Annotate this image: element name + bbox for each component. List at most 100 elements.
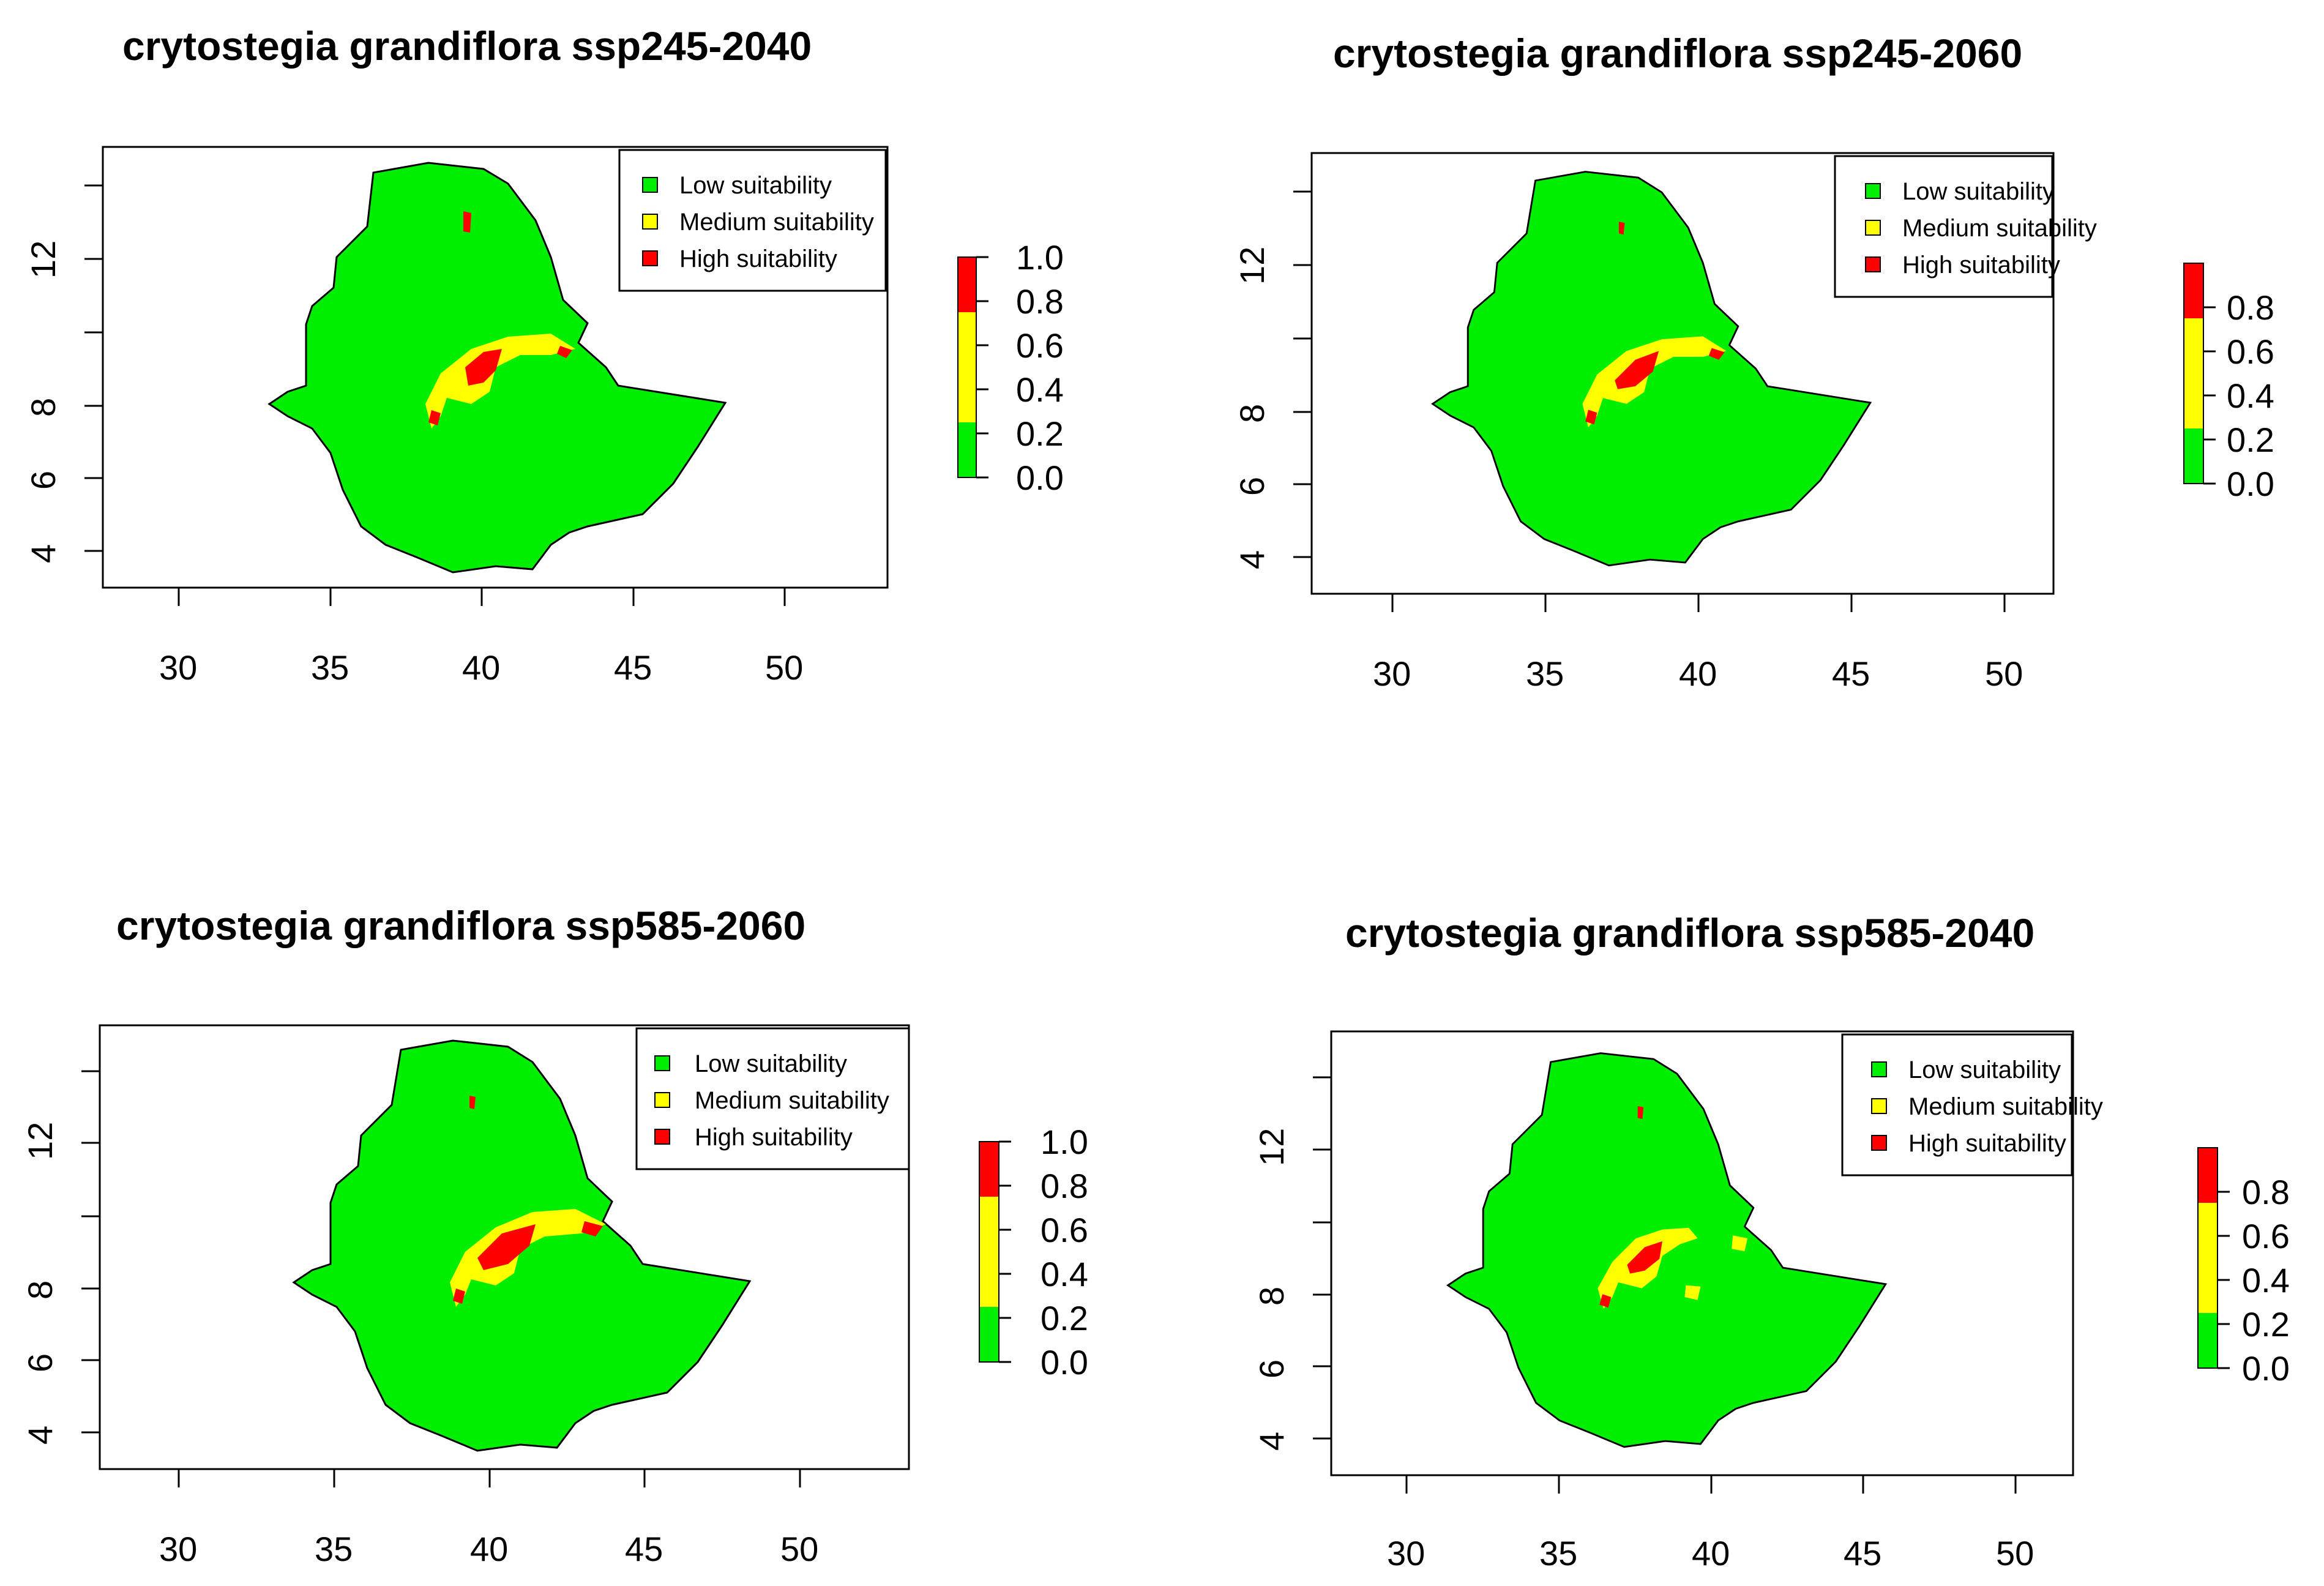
legend-label-low: Low suitability: [1908, 1057, 2061, 1083]
legend-swatch-high: [1865, 256, 1881, 272]
legend-box: [635, 1027, 910, 1170]
x-tick-label: 35: [315, 1530, 353, 1568]
colorbar-tick: 0.4: [1041, 1255, 1088, 1293]
colorbar-tick: 0.6: [2242, 1217, 2290, 1255]
y-tick-label: 8: [1233, 404, 1271, 423]
map-panel-ssp585-2040: crytostegia grandiflora ssp585-2040 Low …: [1162, 793, 2323, 1585]
x-tick-label: 45: [614, 648, 652, 687]
colorbar-tick: 0.2: [1041, 1299, 1088, 1337]
x-tick-label: 30: [159, 648, 197, 687]
high-suitability-zone: [1627, 1241, 1662, 1274]
y-tick-label: 12: [1252, 1128, 1291, 1166]
colorbar-tick: 0.2: [1016, 414, 1064, 453]
legend-swatch-low: [642, 177, 658, 193]
x-tick-label: 40: [1692, 1534, 1730, 1573]
legend-swatch-medium: [1871, 1098, 1887, 1114]
medium-suitability-zone: [1582, 336, 1727, 428]
x-tick-label: 30: [159, 1530, 197, 1568]
colorbar-tick: 0.0: [1041, 1343, 1088, 1382]
high-suitability-zone: [463, 211, 471, 233]
colorbar-tick: 0.0: [1016, 458, 1064, 497]
x-tick-label: 30: [1373, 654, 1411, 693]
legend-swatch-high: [1871, 1135, 1887, 1151]
y-axis: 4 6 8 12: [24, 184, 104, 563]
legend-label-medium: Medium suitability: [1902, 215, 2097, 242]
map-panel-ssp245-2060: crytostegia grandiflora ssp245-2060 Low …: [1162, 0, 2323, 793]
legend-swatch-medium: [1865, 220, 1881, 236]
color-bar: 1.0 0.8 0.6 0.4 0.2 0.0: [979, 1123, 1088, 1382]
colorbar-tick: 0.0: [2242, 1349, 2290, 1388]
x-axis: 30 35 40 45 50: [1373, 593, 2023, 693]
y-axis: 4 6 8 12: [1252, 1076, 1332, 1451]
legend-label-medium: Medium suitability: [695, 1087, 889, 1114]
legend-label-medium: Medium suitability: [679, 209, 874, 236]
y-tick-label: 4: [21, 1426, 59, 1445]
color-bar: 0.8 0.6 0.4 0.2 0.0: [2197, 1147, 2290, 1388]
y-tick-label: 6: [21, 1353, 59, 1372]
y-axis: 4 6 8 12: [1233, 190, 1313, 569]
colorbar-tick: 0.6: [1016, 326, 1064, 365]
x-tick-label: 50: [765, 648, 803, 687]
high-suitability-zone: [1637, 1106, 1644, 1120]
legend-label-low: Low suitability: [1902, 178, 2055, 205]
colorbar-tick: 1.0: [1041, 1123, 1088, 1161]
medium-suitability-zone: [1732, 1235, 1748, 1252]
medium-suitability-zone: [425, 334, 575, 428]
country-outline: [267, 162, 727, 574]
y-axis: 4 6 8 12: [21, 1070, 101, 1445]
high-suitability-zone: [477, 1224, 536, 1270]
legend-swatch-medium: [642, 214, 658, 230]
x-axis: 30 35 40 45 50: [159, 586, 803, 687]
x-tick-label: 50: [780, 1530, 818, 1568]
colorbar-tick: 0.4: [1016, 370, 1064, 409]
y-tick-label: 12: [24, 241, 62, 279]
legend-label-low: Low suitability: [679, 172, 832, 199]
map-panel-ssp585-2060: crytostegia grandiflora ssp585-2060 Low …: [0, 793, 1162, 1585]
high-suitability-zone: [1615, 351, 1659, 389]
legend-label-high: High suitability: [1908, 1130, 2066, 1157]
colorbar-tick: 0.8: [1041, 1167, 1088, 1205]
x-tick-label: 45: [625, 1530, 663, 1568]
medium-suitability-zone: [1684, 1285, 1701, 1300]
legend-swatch-low: [654, 1055, 670, 1071]
x-tick-label: 45: [1832, 654, 1870, 693]
y-tick-label: 6: [1252, 1360, 1291, 1378]
legend-label-medium: Medium suitability: [1908, 1093, 2103, 1120]
x-tick-label: 40: [470, 1530, 508, 1568]
high-suitability-zone: [1618, 222, 1625, 235]
legend-swatch-low: [1865, 183, 1881, 199]
y-tick-label: 8: [1252, 1287, 1291, 1306]
legend-label-high: High suitability: [1902, 252, 2060, 279]
y-tick-label: 8: [24, 398, 62, 417]
panel-title: crytostegia grandiflora ssp245-2040: [122, 23, 812, 69]
legend-swatch-high: [654, 1129, 670, 1145]
color-bar: 0.8 0.6 0.4 0.2 0.0: [2183, 263, 2274, 503]
y-tick-label: 4: [24, 544, 62, 563]
map-panel-ssp245-2040: crytostegia grandiflora ssp245-2040 Low …: [0, 0, 1162, 793]
high-suitability-zone: [1599, 1294, 1612, 1308]
panel-title: crytostegia grandiflora ssp585-2040: [1345, 910, 2034, 956]
colorbar-tick: 0.6: [2227, 332, 2274, 371]
colorbar-tick: 0.4: [2242, 1261, 2290, 1300]
high-suitability-zone: [469, 1096, 476, 1109]
high-suitability-zone: [1708, 348, 1725, 360]
legend-label-high: High suitability: [695, 1124, 853, 1151]
medium-suitability-zone: [450, 1209, 606, 1307]
x-tick-label: 35: [1539, 1534, 1577, 1573]
high-suitability-zone: [557, 346, 572, 358]
legend-swatch-high: [642, 250, 658, 266]
high-suitability-zone: [581, 1221, 603, 1236]
y-tick-label: 6: [24, 471, 62, 490]
x-tick-label: 50: [1996, 1534, 2034, 1573]
legend-swatch-low: [1871, 1061, 1887, 1077]
panel-title: crytostegia grandiflora ssp245-2060: [1333, 31, 2022, 76]
y-tick-label: 4: [1252, 1432, 1291, 1451]
y-tick-label: 12: [1233, 247, 1271, 285]
ethiopia-suitability-map: [1431, 171, 1872, 567]
colorbar-tick: 0.0: [2227, 465, 2274, 503]
legend-label-high: High suitability: [679, 245, 837, 272]
x-tick-label: 50: [1985, 654, 2023, 693]
color-bar: 1.0 0.8 0.6 0.4 0.2 0.0: [957, 238, 1064, 497]
y-tick-label: 4: [1233, 550, 1271, 569]
colorbar-tick: 0.8: [2227, 288, 2274, 327]
